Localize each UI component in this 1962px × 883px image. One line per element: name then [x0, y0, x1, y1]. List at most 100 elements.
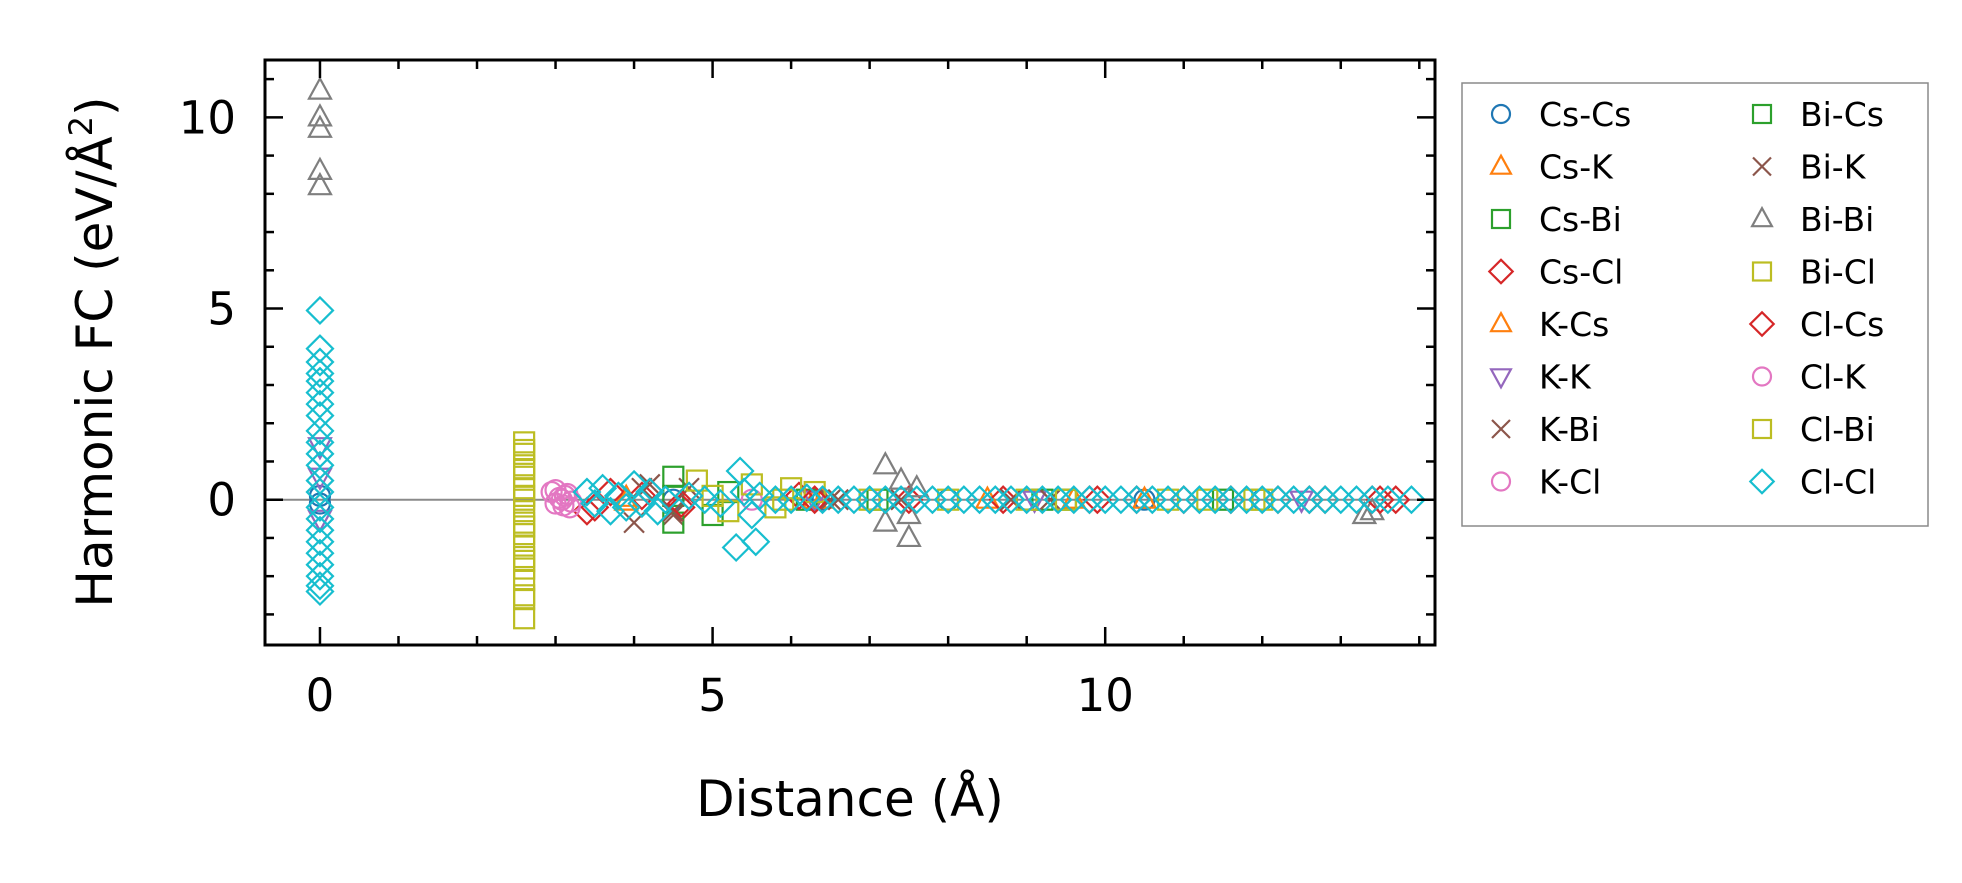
- data-point-cl-cl: [1373, 485, 1403, 515]
- data-point-bi-cl: [1156, 488, 1180, 511]
- data-point-cl-cs: [666, 488, 696, 519]
- data-point-cl-bi: [513, 458, 536, 481]
- data-point-bi-bi: [872, 451, 899, 475]
- data-point-cl-cl: [949, 485, 979, 515]
- data-point-cs-cl: [595, 477, 626, 507]
- data-point-cl-cl: [933, 485, 963, 515]
- legend-label-cs-k: Cs-K: [1539, 148, 1614, 187]
- data-point-bi-bi: [307, 76, 333, 100]
- data-point-cl-cl: [1153, 485, 1183, 515]
- data-point-cl-cl: [1396, 485, 1426, 515]
- data-point-cl-cl: [650, 485, 681, 515]
- data-point-cl-cl: [1200, 485, 1230, 515]
- data-point-cl-cl: [705, 488, 735, 519]
- data-point-cl-cl: [1294, 485, 1324, 515]
- legend-label-cl-cl: Cl-Cl: [1800, 463, 1876, 502]
- data-point-cl-cl: [305, 358, 335, 389]
- legend-marker-k-cs: [1489, 310, 1513, 333]
- legend-marker-bi-cs: [1751, 103, 1773, 125]
- legend-marker-cs-bi: [1490, 208, 1512, 230]
- legend-label-cs-cl: Cs-Cl: [1539, 253, 1623, 292]
- data-point-cl-cl: [1137, 485, 1167, 515]
- legend-marker-cs-cs: [1490, 103, 1512, 125]
- data-point-cl-cl: [305, 416, 335, 446]
- data-point-cl-cl: [1279, 485, 1309, 515]
- data-point-cl-cl: [902, 485, 932, 515]
- data-point-cl-bi: [513, 484, 536, 507]
- data-point-bi-bi: [903, 473, 930, 498]
- legend-label-cs-cs: Cs-Cs: [1539, 95, 1631, 134]
- legend-label-bi-cs: Bi-Cs: [1800, 95, 1884, 134]
- data-point-k-k: [1288, 490, 1315, 514]
- legend-label-k-cl: K-Cl: [1539, 463, 1601, 502]
- y-axis-label: Harmonic FC (eV/Å2): [62, 96, 124, 607]
- data-point-cl-cl: [305, 561, 335, 591]
- legend-label-bi-cl: Bi-Cl: [1800, 253, 1876, 292]
- x-axis-label: Distance (Å): [696, 770, 1004, 828]
- data-point-cl-cl: [839, 485, 869, 515]
- legend-label-bi-k: Bi-K: [1800, 148, 1867, 187]
- legend-label-cl-k: Cl-K: [1800, 358, 1867, 397]
- data-point-cl-cl: [305, 366, 335, 396]
- legend-label-k-k: K-K: [1539, 358, 1592, 397]
- data-point-cl-cl: [1231, 485, 1262, 515]
- legend-label-k-cs: K-Cs: [1539, 305, 1609, 344]
- legend-marker-bi-bi: [1750, 205, 1774, 228]
- data-point-cl-cl: [305, 504, 335, 534]
- data-point-cl-cl: [886, 485, 916, 515]
- data-point-cl-cl: [1012, 485, 1042, 515]
- data-point-cl-bi: [513, 515, 536, 538]
- data-point-bi-cl: [780, 477, 803, 500]
- data-point-bi-cl: [717, 500, 740, 523]
- legend-frame: [1461, 82, 1929, 527]
- x-tick-label: 0: [306, 669, 335, 722]
- data-point-cs-bi: [1031, 488, 1054, 511]
- data-point-cl-cl: [823, 485, 853, 515]
- data-point-cl-cl: [643, 496, 673, 526]
- plot-frame: [263, 58, 1437, 647]
- legend-marker-cs-cl: [1487, 258, 1515, 285]
- data-point-cl-cl: [611, 492, 641, 522]
- data-point-bi-bi: [888, 466, 914, 490]
- legend-marker-bi-cl: [1751, 261, 1773, 282]
- data-point-bi-bi: [872, 508, 899, 532]
- data-point-k-k: [307, 509, 333, 534]
- legend-marker-k-bi: [1491, 419, 1511, 439]
- data-point-bi-cs: [662, 465, 685, 488]
- data-point-cl-k: [558, 496, 581, 519]
- legend-label-bi-bi: Bi-Bi: [1800, 200, 1874, 239]
- tick-labels: 0 5 10 0 5 10: [179, 91, 1134, 722]
- data-point-cl-bi: [1015, 488, 1038, 511]
- data-point-cl-cl: [807, 485, 838, 515]
- data-point-cl-cl: [965, 485, 995, 515]
- legend-marker-cl-cl: [1748, 468, 1776, 495]
- data-point-cs-cl: [1381, 485, 1411, 515]
- data-point-cl-cl: [917, 485, 948, 515]
- data-point-cl-cl: [1074, 485, 1105, 515]
- data-point-bi-bi: [896, 523, 922, 548]
- data-point-cl-cl: [305, 347, 335, 377]
- data-point-cl-cl: [1341, 485, 1372, 515]
- data-point-cl-cl: [305, 527, 335, 557]
- data-point-cl-cl: [1247, 485, 1277, 515]
- data-point-cl-cl: [572, 477, 602, 507]
- data-point-cl-cs: [800, 485, 830, 515]
- legend-items: Cs-Cs Cs-K Cs-Bi Cs-Cl K-Cs K-K K-Bi K-Cl Bi-Cs B…: [1487, 95, 1884, 502]
- data-point-cl-cl: [1263, 485, 1293, 515]
- data-point-cl-k: [553, 484, 577, 507]
- data-point-cl-cl: [588, 473, 618, 503]
- axis-ticks: [265, 60, 1435, 645]
- data-point-k-k: [307, 437, 333, 461]
- data-point-k-k: [1021, 490, 1048, 514]
- data-point-cl-bi: [772, 488, 795, 511]
- data-point-cs-cl: [988, 485, 1018, 515]
- data-point-cl-cl: [305, 538, 335, 568]
- legend-marker-k-cl: [1490, 471, 1512, 492]
- data-point-cl-cl: [1169, 485, 1199, 515]
- legend: Cs-Cs Cs-K Cs-Bi Cs-Cl K-Cs K-K K-Bi K-Cl Bi-Cs B…: [1461, 82, 1929, 527]
- legend-marker-cs-k: [1489, 153, 1513, 175]
- data-point-cl-cl: [305, 571, 335, 601]
- data-point-cl-cl: [1326, 485, 1356, 515]
- data-point-cl-cl: [737, 500, 767, 530]
